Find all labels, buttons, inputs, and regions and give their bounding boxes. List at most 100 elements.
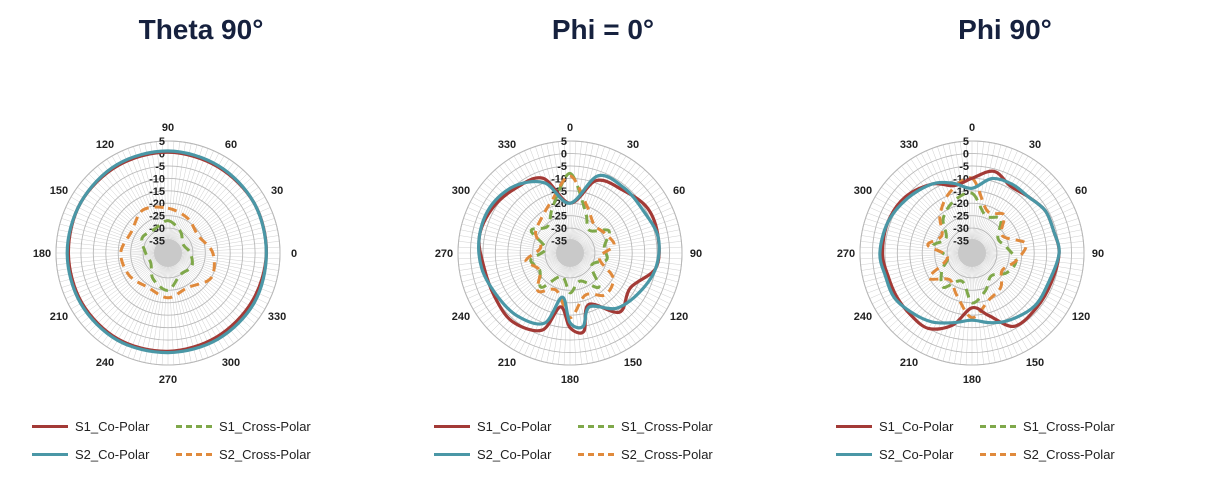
grid-spoke [971, 148, 1013, 254]
grid-spoke [867, 252, 973, 294]
legend-swatch [980, 452, 1016, 456]
legend-item: S2_Cross-Polar [578, 444, 713, 464]
grid-ring [142, 227, 194, 279]
grid-spoke [111, 155, 169, 254]
grid-spoke [524, 150, 571, 254]
grid-spoke [167, 252, 244, 337]
grid-spoke [971, 252, 1024, 353]
grid-spoke [884, 182, 973, 254]
angle-tick-label: 180 [33, 248, 51, 260]
grid-spoke [920, 153, 973, 254]
grid-spoke [59, 223, 169, 254]
grid-spoke [167, 252, 225, 351]
series-line-s2-cross [926, 176, 1028, 320]
grid-ring [909, 190, 1035, 316]
grid-spoke [877, 191, 973, 254]
grid-spoke [892, 252, 973, 333]
angle-tick-label: 90 [690, 248, 702, 260]
grid-spoke [156, 141, 169, 254]
grid-spoke [529, 148, 571, 254]
radial-tick-label: -35 [149, 236, 165, 248]
grid-spoke [971, 235, 1083, 254]
grid-spoke [479, 252, 571, 320]
polar-grid [457, 140, 683, 366]
angle-tick-label: 240 [854, 311, 872, 323]
angle-tick-label: 210 [50, 311, 68, 323]
angle-tick-label: 60 [225, 139, 237, 151]
angle-tick-label: 120 [1072, 311, 1090, 323]
legend-item: S2_Cross-Polar [176, 444, 311, 464]
grid-spoke [77, 252, 169, 320]
grid-spoke [494, 169, 571, 254]
grid-spoke [461, 252, 571, 283]
grid-spoke [971, 252, 1039, 344]
grid-spoke [569, 252, 627, 351]
grid-spoke [569, 201, 670, 254]
grid-spoke [888, 177, 973, 254]
grid-spoke [122, 150, 169, 254]
chart-panel-theta-90: Theta 90° 5 0 -5 -10 -15 -20 -25 -30 -35 90 60 30 0 3… [0, 0, 402, 485]
grid-spoke [167, 252, 239, 341]
grid-spoke [465, 252, 571, 294]
grid-spoke [161, 141, 169, 254]
grid-spoke [167, 252, 203, 360]
grid-spoke [524, 252, 571, 356]
grid-spoke [942, 252, 973, 362]
angle-tick-label: 270 [837, 248, 855, 260]
grid-spoke [569, 177, 654, 254]
angle-tick-label: 30 [1029, 139, 1041, 151]
grid-spoke [901, 252, 973, 341]
radial-tick-labels: 50-5-10-15-20-25-30-35 [953, 136, 969, 248]
grid-spoke [61, 218, 169, 254]
grid-spoke [167, 241, 280, 254]
grid-spoke [127, 252, 169, 358]
angle-tick-label: 210 [498, 357, 516, 369]
grid-spoke [569, 196, 668, 254]
polar-plot: 50-5-10-15-20-25-30-35030609012015018021… [837, 122, 1104, 386]
grid-spoke [569, 223, 679, 254]
grid-spoke [58, 252, 169, 277]
radial-tick-label: 0 [561, 148, 567, 160]
grid-spoke [92, 252, 169, 337]
series-line-s1-cross [529, 171, 611, 295]
radial-tick-label: 5 [561, 136, 567, 148]
grid-spoke [490, 252, 571, 333]
grid-spoke [167, 173, 248, 254]
chart-title: Phi 90° [958, 14, 1052, 45]
grid-spoke [167, 144, 198, 254]
grid-spoke [167, 252, 273, 294]
legend-label: S2_Cross-Polar [621, 446, 713, 462]
grid-spoke [56, 252, 169, 265]
grid-spoke [161, 252, 169, 365]
radial-tick-label: -5 [557, 161, 567, 173]
radial-tick-labels: 50-5-10-15-20-25-30-35 [149, 136, 165, 248]
grid-spoke [569, 146, 605, 254]
legend-label: S1_Co-Polar [477, 418, 552, 434]
radial-tick-label: -35 [551, 236, 567, 248]
grid-spoke [569, 252, 668, 310]
grid-spoke [490, 173, 571, 254]
grid-spoke [971, 155, 1029, 254]
grid-spoke [971, 229, 1082, 254]
grid-spoke [569, 246, 682, 254]
grid-spoke [472, 252, 571, 310]
legend-label: S1_Co-Polar [879, 418, 954, 434]
grid-spoke [68, 201, 169, 254]
grid-spoke [508, 158, 571, 254]
grid-spoke [971, 252, 1056, 329]
grid-spoke [503, 162, 571, 254]
angle-tick-label: 240 [96, 357, 114, 369]
grid-spoke [167, 252, 180, 365]
grid-spoke [865, 218, 973, 254]
grid-spoke [569, 252, 682, 260]
grid-spoke [971, 252, 1079, 288]
radial-tick-label: 0 [159, 148, 165, 160]
grid-spoke [513, 155, 571, 254]
grid-spoke [931, 148, 973, 254]
grid-spoke [865, 252, 973, 288]
grid-spoke [569, 252, 594, 363]
grid-spoke [508, 252, 571, 348]
grid-spoke [467, 252, 571, 299]
grid-spoke [971, 252, 990, 364]
